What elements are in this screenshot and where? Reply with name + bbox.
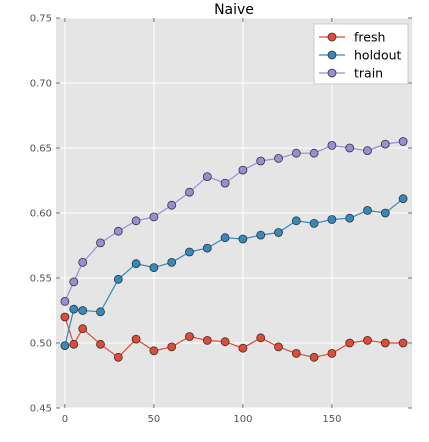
data-point-train <box>398 137 408 146</box>
data-point-train <box>113 226 123 236</box>
y-tick-label: 0.55 <box>30 274 52 285</box>
data-point-train <box>131 216 141 226</box>
data-point-fresh <box>274 342 283 352</box>
data-point-train <box>363 146 372 156</box>
y-tick-label: 0.50 <box>30 339 52 350</box>
legend-label-fresh: fresh <box>354 30 385 45</box>
data-point-fresh <box>60 312 70 322</box>
legend-label-holdout: holdout <box>354 48 402 63</box>
data-point-fresh <box>113 352 123 362</box>
y-tick-label: 0.45 <box>30 404 52 415</box>
data-point-train <box>345 143 355 153</box>
data-point-fresh <box>309 352 319 362</box>
data-point-fresh <box>78 324 88 334</box>
data-point-holdout <box>167 257 177 267</box>
legend-marker-train <box>327 68 337 78</box>
data-point-train <box>238 165 248 175</box>
data-point-train <box>60 296 70 306</box>
data-point-train <box>96 238 105 248</box>
data-point-fresh <box>327 348 337 358</box>
data-point-holdout <box>380 208 390 218</box>
y-tick-label: 0.65 <box>30 144 52 155</box>
data-point-holdout <box>220 233 230 243</box>
x-tick-label: 50 <box>148 414 161 425</box>
data-point-holdout <box>78 306 88 315</box>
legend-marker-fresh <box>327 32 337 42</box>
data-point-holdout <box>238 234 248 244</box>
data-point-fresh <box>149 346 159 356</box>
data-point-holdout <box>202 243 212 253</box>
data-point-train <box>78 257 88 267</box>
data-point-fresh <box>380 338 390 348</box>
data-point-fresh <box>131 334 141 344</box>
data-point-train <box>274 153 283 163</box>
data-point-holdout <box>96 307 105 317</box>
data-point-train <box>202 172 212 182</box>
data-point-train <box>327 140 337 150</box>
legend-label-train: train <box>354 66 383 81</box>
data-point-train <box>380 139 390 149</box>
data-point-holdout <box>60 341 70 351</box>
x-tick-label: 100 <box>233 414 252 425</box>
data-point-holdout <box>131 259 141 269</box>
data-point-holdout <box>398 194 408 204</box>
data-point-train <box>167 200 177 210</box>
data-point-fresh <box>345 338 355 348</box>
axis-ticks: 0.45 0.50 0.55 0.60 0.65 0.70 0.75 0 50 100 150 <box>30 14 412 425</box>
data-point-fresh <box>291 348 301 358</box>
data-point-train <box>309 148 319 158</box>
data-point-fresh <box>363 335 372 345</box>
data-point-holdout <box>291 216 301 226</box>
data-point-fresh <box>185 332 194 341</box>
series-fresh <box>60 312 408 362</box>
y-tick-label: 0.60 <box>30 209 52 220</box>
data-point-holdout <box>113 274 123 284</box>
data-point-train <box>220 178 230 188</box>
data-point-train <box>149 212 159 222</box>
legend: fresh holdout train <box>313 23 409 85</box>
grid-lines <box>56 17 412 409</box>
x-tick-label: 0 <box>62 414 68 425</box>
data-point-holdout <box>256 230 266 240</box>
data-point-fresh <box>69 339 79 349</box>
data-point-holdout <box>345 213 355 223</box>
data-point-holdout <box>69 304 79 314</box>
series-train <box>60 137 408 306</box>
legend-marker-holdout <box>327 50 337 60</box>
data-point-holdout <box>149 263 159 273</box>
y-tick-label: 0.70 <box>30 79 52 90</box>
data-point-holdout <box>274 228 283 237</box>
data-point-holdout <box>309 218 319 228</box>
data-point-train <box>69 277 79 287</box>
data-point-fresh <box>167 342 177 352</box>
chart-title: Naive <box>214 2 254 18</box>
series-holdout <box>60 194 408 351</box>
x-tick-label: 150 <box>322 414 341 425</box>
series-layer <box>60 137 408 362</box>
data-point-holdout <box>327 215 337 224</box>
data-point-holdout <box>185 247 194 257</box>
data-point-fresh <box>220 337 230 347</box>
data-point-train <box>256 156 266 166</box>
data-point-fresh <box>238 343 248 353</box>
data-point-fresh <box>256 333 266 343</box>
y-tick-label: 0.75 <box>30 14 52 25</box>
data-point-holdout <box>363 205 372 215</box>
data-point-fresh <box>96 339 105 349</box>
data-point-train <box>185 187 194 197</box>
data-point-fresh <box>202 335 212 345</box>
data-point-fresh <box>398 338 408 348</box>
data-point-train <box>291 148 301 158</box>
